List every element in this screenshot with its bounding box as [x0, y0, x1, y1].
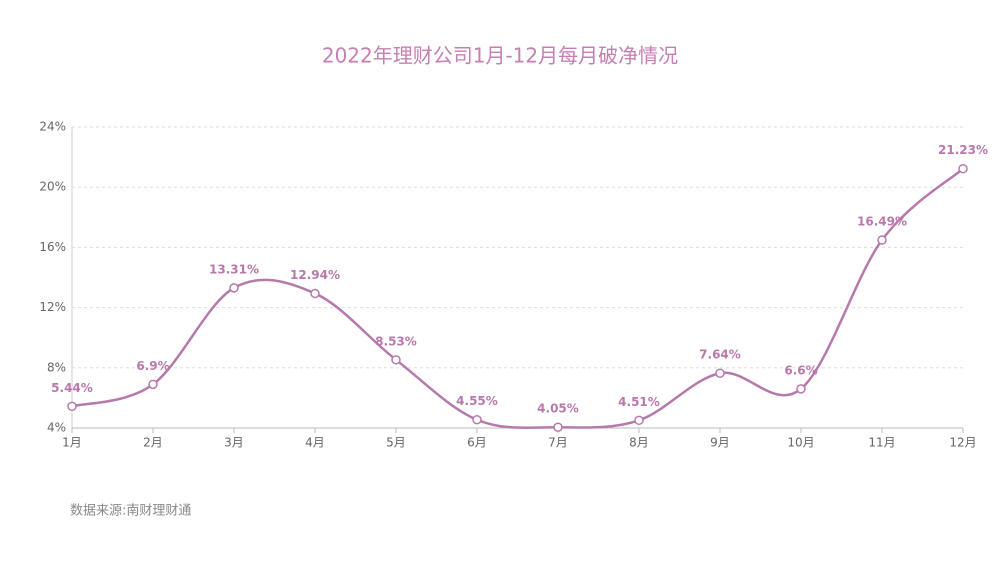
- data-point: [148, 379, 158, 390]
- x-tick-label: 8月: [629, 436, 649, 450]
- data-point: [634, 415, 644, 426]
- x-tick-label: 7月: [548, 436, 568, 450]
- data-label: 13.31%: [209, 262, 259, 276]
- data-label: 12.94%: [290, 268, 340, 282]
- data-label: 4.51%: [618, 395, 660, 409]
- x-tick-label: 5月: [386, 436, 406, 450]
- data-point: [715, 368, 725, 378]
- x-tick-label: 10月: [787, 436, 814, 450]
- x-tick-label: 12月: [949, 436, 976, 450]
- data-label: 6.6%: [784, 363, 817, 377]
- data-label: 4.05%: [537, 402, 579, 416]
- data-point: [391, 355, 401, 365]
- x-tick-label: 3月: [224, 436, 244, 450]
- data-label: 7.64%: [699, 348, 741, 362]
- x-tick-label: 1月: [62, 436, 82, 450]
- data-point: [796, 384, 806, 394]
- data-point: [310, 288, 320, 299]
- chart-title: 2022年理财公司1月-12月每月破净情况: [322, 44, 678, 68]
- data-label: 4.55%: [456, 394, 498, 408]
- y-tick-label: 12%: [39, 300, 66, 314]
- x-tick-label: 4月: [305, 436, 325, 450]
- data-point: [877, 235, 887, 245]
- x-tick-label: 9月: [710, 436, 730, 450]
- data-label: 5.44%: [51, 381, 93, 395]
- series-line: [71, 167, 964, 430]
- x-tick-label: 11月: [868, 436, 895, 450]
- data-label: 6.9%: [136, 359, 169, 373]
- y-tick-label: 16%: [39, 240, 66, 254]
- data-label: 16.49%: [857, 215, 907, 229]
- source-note: 数据来源:南财理财通: [70, 503, 191, 519]
- data-point: [958, 163, 968, 174]
- data-point: [472, 414, 482, 425]
- data-point: [553, 422, 563, 432]
- y-tick-label: 4%: [47, 421, 66, 435]
- data-point: [67, 401, 77, 412]
- y-tick-label: 20%: [39, 180, 66, 194]
- data-label: 8.53%: [375, 334, 417, 348]
- data-point: [229, 283, 239, 293]
- x-tick-label: 2月: [143, 436, 163, 450]
- y-tick-label: 8%: [47, 360, 66, 374]
- data-label: 21.23%: [938, 143, 988, 157]
- x-tick-label: 6月: [467, 436, 487, 450]
- y-tick-label: 24%: [39, 120, 66, 134]
